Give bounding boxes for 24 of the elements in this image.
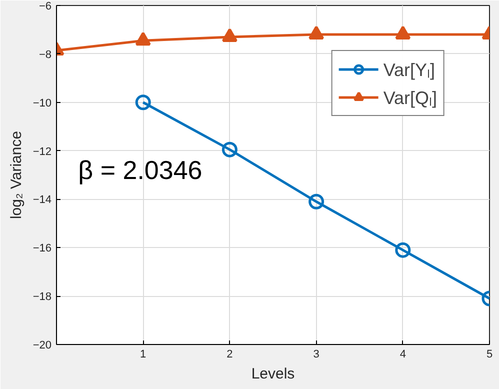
y-tick-label: −14 xyxy=(32,194,52,206)
point xyxy=(222,142,238,158)
point xyxy=(135,32,151,46)
y-tick-label: −12 xyxy=(32,146,52,158)
y-tick-label: −20 xyxy=(32,340,52,352)
y-tick-label: −6 xyxy=(38,0,52,12)
y-tick-label: −16 xyxy=(32,242,52,255)
x-tick-label: 5 xyxy=(486,348,493,360)
x-tick-label: 2 xyxy=(226,348,233,360)
point xyxy=(308,26,324,40)
legend-label: Var[Yₗ] xyxy=(383,59,435,81)
y-tick-label: −18 xyxy=(32,291,52,304)
y-axis-title: log₂ Variance xyxy=(8,130,25,220)
point xyxy=(135,94,151,110)
point xyxy=(308,194,324,210)
x-tick-label: 1 xyxy=(140,348,146,360)
y-tick-label: −10 xyxy=(32,97,52,110)
x-axis-title: Levels xyxy=(251,366,295,382)
x-tick-label: 4 xyxy=(400,348,406,360)
legend-label: Var[Qₗ] xyxy=(383,87,437,109)
point xyxy=(222,28,238,42)
y-tick-label: −8 xyxy=(38,48,52,61)
annotation: β = 2.0346 xyxy=(78,155,202,186)
x-tick-label: 3 xyxy=(313,348,320,360)
